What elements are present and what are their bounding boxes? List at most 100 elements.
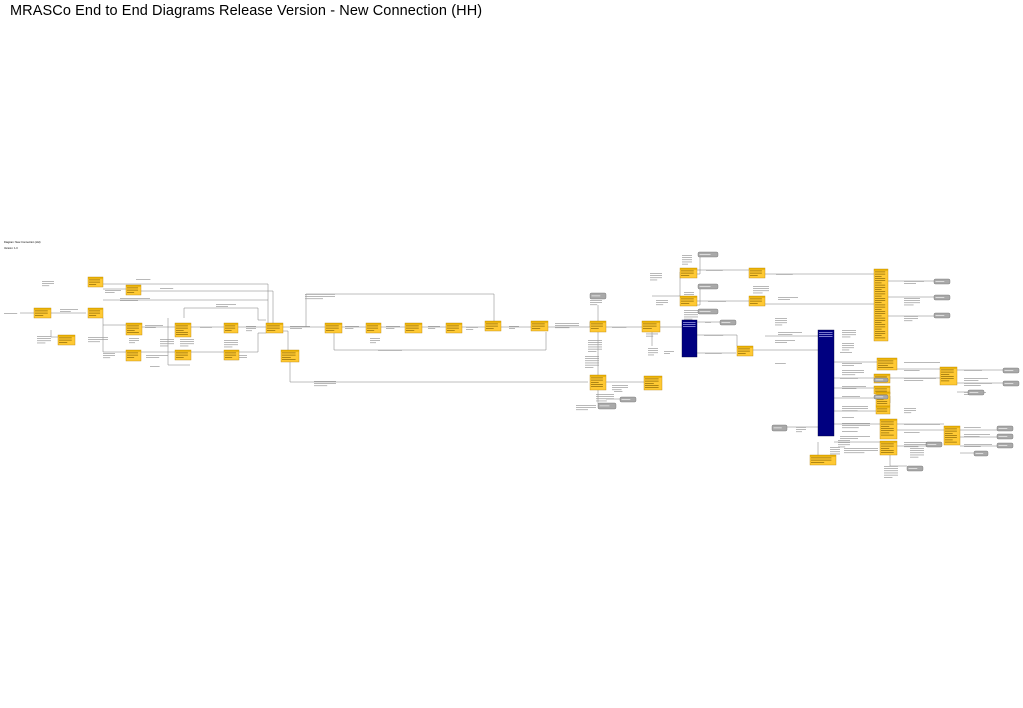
process-box [641, 320, 661, 333]
connector-label [160, 339, 174, 347]
connector-label [37, 336, 51, 344]
process-box [530, 320, 549, 332]
external-party-box [906, 465, 924, 472]
connector-label [370, 338, 380, 344]
connector-line [333, 332, 547, 351]
connector-lines [20, 256, 1003, 467]
connector-line [102, 318, 126, 326]
connector-label [778, 332, 802, 335]
connector-label [842, 431, 858, 432]
connector-label [290, 326, 310, 329]
process-box [875, 405, 891, 415]
connector-label [596, 394, 614, 402]
connector-label [842, 423, 870, 429]
connector-label [753, 286, 769, 294]
connector-label [842, 330, 856, 338]
connector-label [904, 298, 920, 306]
process-box [174, 322, 192, 338]
connector-label [656, 300, 668, 306]
connector-line [289, 362, 588, 383]
connector-label [509, 326, 519, 329]
connector-label [842, 363, 862, 366]
connector-label [842, 343, 854, 351]
mpas-system-bar [817, 329, 835, 437]
connector-label [904, 316, 918, 322]
connector-line [238, 332, 266, 353]
process-box [125, 284, 142, 296]
connector-label [840, 352, 852, 353]
connector-line [141, 290, 274, 325]
connector-label [60, 309, 78, 312]
external-party-box [697, 308, 719, 315]
external-party-box [697, 251, 719, 258]
process-box [809, 454, 837, 466]
connector-label [378, 350, 402, 351]
process-box [748, 267, 766, 279]
connector-label [136, 279, 151, 280]
process-box [679, 295, 698, 307]
connector-label [964, 378, 988, 381]
mpas-system-bar [681, 319, 698, 358]
connector-label [904, 378, 936, 381]
connector-line [103, 283, 269, 325]
connector-label [904, 424, 940, 425]
connector-label [428, 326, 440, 329]
connector-label [840, 378, 858, 379]
process-box [879, 418, 898, 440]
connector-label [776, 274, 793, 275]
connector-label [648, 348, 658, 356]
connector-label [160, 288, 174, 289]
external-party-box [933, 278, 951, 285]
connector-label [910, 448, 924, 458]
connector-label [4, 313, 18, 314]
connector-label [842, 386, 866, 389]
connector-label [200, 327, 212, 328]
connector-label [682, 255, 692, 265]
connector-label [386, 326, 400, 329]
external-party-box [619, 396, 637, 403]
connector-label [796, 427, 806, 433]
connector-label [305, 294, 335, 300]
connector-label [838, 440, 850, 448]
connector-label [314, 381, 336, 387]
connector-label [842, 406, 868, 412]
connector-line [305, 293, 495, 327]
connector-label [103, 353, 115, 359]
diagram-meta-version: Version: 1.0 [4, 247, 18, 250]
process-box [484, 320, 502, 332]
connector-label [664, 351, 674, 354]
connector-line [102, 325, 126, 353]
process-box [748, 295, 766, 307]
page-title: MRASCo End to End Diagrams Release Versi… [10, 3, 483, 19]
connector-label [775, 318, 787, 326]
connector-label [842, 417, 854, 418]
process-box [943, 425, 961, 446]
connector-label [588, 340, 602, 352]
process-box [33, 307, 52, 319]
connector-line [697, 334, 738, 346]
connector-label [842, 396, 860, 397]
connector-label [180, 339, 194, 347]
connector-label [904, 281, 924, 284]
connector-line [50, 330, 58, 338]
connector-label [650, 273, 662, 281]
external-party-box [873, 394, 889, 400]
connector-label [105, 290, 121, 293]
process-box [736, 345, 754, 357]
external-party-box [697, 283, 719, 290]
process-box [87, 307, 104, 319]
connector-label [705, 353, 722, 354]
connector-label [904, 370, 920, 371]
connector-label [884, 466, 898, 478]
connector-label [706, 270, 723, 271]
connector-label [964, 444, 992, 447]
process-box [879, 440, 898, 456]
connector-label [120, 298, 150, 301]
connector-label [216, 304, 236, 307]
connector-label [775, 363, 786, 364]
connector-label [778, 297, 798, 300]
connector-label [145, 325, 163, 328]
connector-label [904, 432, 920, 433]
connector-label [150, 366, 160, 367]
